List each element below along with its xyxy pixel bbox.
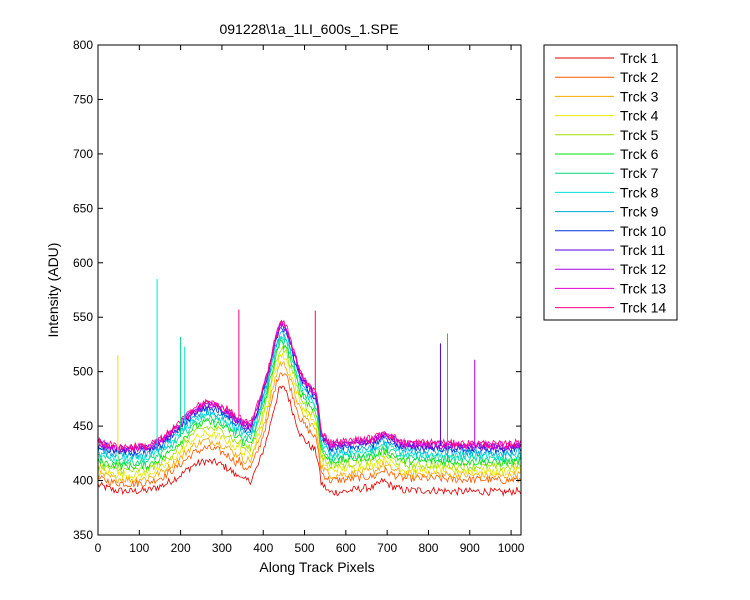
series-line-7: [98, 335, 521, 467]
legend-label-11: Trck 11: [620, 242, 665, 258]
x-tick-label: 900: [460, 541, 480, 555]
y-tick-label: 700: [73, 147, 93, 161]
y-tick-label: 600: [73, 256, 93, 270]
legend-label-9: Trck 9: [620, 204, 659, 220]
series-line-13: [98, 319, 521, 453]
plot-frame: [97, 44, 522, 536]
series-line-5: [98, 345, 521, 475]
legend-label-10: Trck 10: [620, 223, 666, 239]
y-tick-label: 550: [73, 310, 93, 324]
x-tick-label: 700: [377, 541, 397, 555]
legend-label-5: Trck 5: [620, 127, 659, 143]
legend-label-12: Trck 12: [620, 261, 666, 277]
legend-label-6: Trck 6: [620, 146, 659, 162]
legend-label-14: Trck 14: [620, 300, 666, 316]
y-tick-label: 800: [73, 38, 93, 52]
legend-box: [543, 44, 678, 321]
chart-legend: Trck 1 Trck 2 Trck 3 Trck 4 Trck 5 Trck 6 Trck…: [543, 44, 678, 321]
series-line-9: [98, 330, 521, 460]
series-line-14: [98, 319, 521, 451]
y-tick-label: 350: [73, 528, 93, 542]
series-line-3: [98, 360, 521, 484]
legend-label-2: Trck 2: [620, 69, 659, 85]
y-axis-label: Intensity (ADU): [45, 243, 61, 338]
y-tick-label: 650: [73, 201, 93, 215]
series-line-2: [98, 372, 521, 488]
series-line-4: [98, 352, 521, 480]
x-tick-label: 300: [212, 541, 232, 555]
x-tick-label: 1000: [498, 541, 525, 555]
axis-ticks: 0 100 200 300 400 500 600 700 800 900 1000 350 400 45…: [73, 38, 525, 555]
y-tick-label: 750: [73, 92, 93, 106]
x-tick-label: 500: [295, 541, 315, 555]
series-line-8: [98, 335, 521, 463]
x-tick-label: 800: [418, 541, 438, 555]
x-tick-label: 100: [129, 541, 149, 555]
legend-label-1: Trck 1: [620, 50, 659, 66]
legend-label-7: Trck 7: [620, 165, 659, 181]
x-tick-label: 400: [253, 541, 273, 555]
x-axis-label: Along Track Pixels: [259, 559, 374, 575]
legend-label-3: Trck 3: [620, 88, 659, 104]
y-tick-label: 500: [73, 365, 93, 379]
legend-label-4: Trck 4: [620, 108, 659, 124]
x-tick-label: 600: [336, 541, 356, 555]
series-line-6: [98, 340, 521, 471]
chart-title: 091228\1a_1LI_600s_1.SPE: [219, 21, 398, 37]
y-tick-label: 450: [73, 419, 93, 433]
legend-label-13: Trck 13: [620, 280, 666, 296]
y-tick-label: 400: [73, 474, 93, 488]
plot-data-region: [98, 279, 521, 497]
x-tick-label: 0: [95, 541, 102, 555]
series-line-1: [98, 385, 521, 497]
legend-label-8: Trck 8: [620, 184, 659, 200]
x-tick-label: 200: [171, 541, 191, 555]
